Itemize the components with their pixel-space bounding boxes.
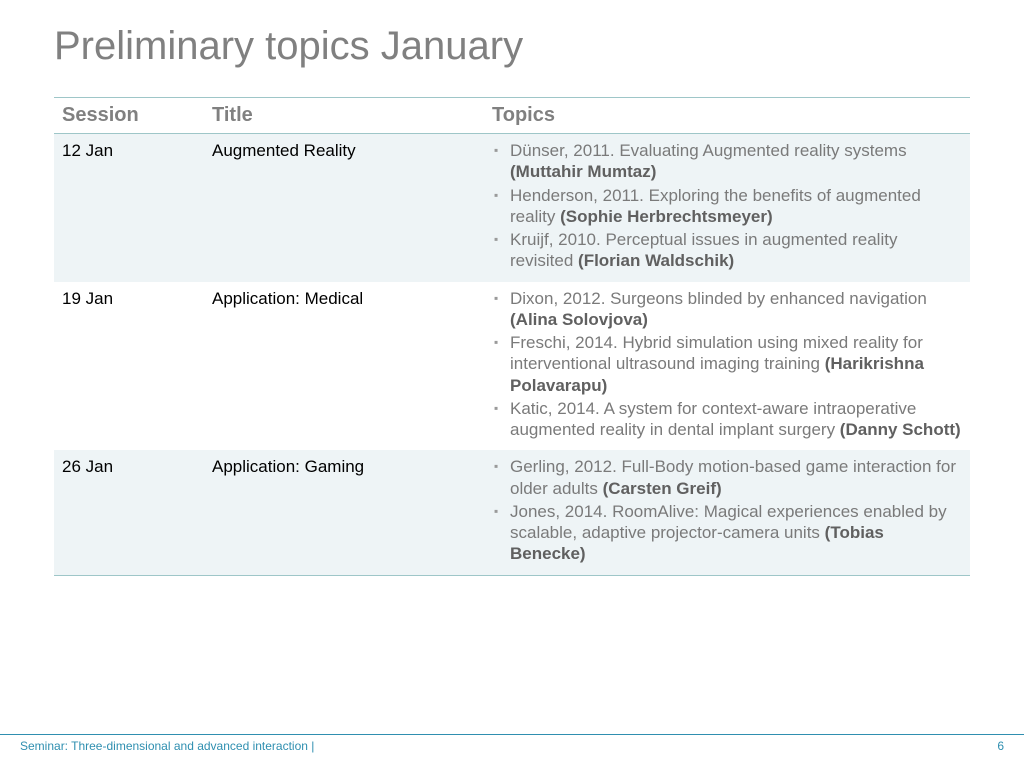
col-session: Session bbox=[54, 98, 204, 134]
col-topics: Topics bbox=[484, 98, 970, 134]
cell-session: 26 Jan bbox=[54, 450, 204, 575]
table-row: 12 JanAugmented Reality Dünser, 2011. Eva… bbox=[54, 134, 970, 282]
col-title: Title bbox=[204, 98, 484, 134]
table-row: 19 JanApplication: Medical Dixon, 2012. S… bbox=[54, 282, 970, 451]
topic-presenter: (Sophie Herbrechtsmeyer) bbox=[560, 207, 773, 226]
topic-presenter: (Alina Solovjova) bbox=[510, 310, 648, 329]
page-number: 6 bbox=[997, 739, 1004, 753]
schedule-table: Session Title Topics 12 JanAugmented Rea… bbox=[54, 97, 970, 576]
cell-title: Augmented Reality bbox=[204, 134, 484, 282]
slide-footer: Seminar: Three-dimensional and advanced … bbox=[0, 734, 1024, 756]
cell-title: Application: Medical bbox=[204, 282, 484, 451]
cell-title: Application: Gaming bbox=[204, 450, 484, 575]
topic-item: Freschi, 2014. Hybrid simulation using m… bbox=[492, 332, 962, 396]
table-header-row: Session Title Topics bbox=[54, 98, 970, 134]
table-row: 26 JanApplication: Gaming Gerling, 2012. … bbox=[54, 450, 970, 575]
topic-text: Gerling, 2012. Full-Body motion-based ga… bbox=[510, 457, 956, 497]
topic-item: Jones, 2014. RoomAlive: Magical experien… bbox=[492, 501, 962, 565]
topic-text: Dünser, 2011. Evaluating Augmented reali… bbox=[510, 141, 907, 160]
footer-text: Seminar: Three-dimensional and advanced … bbox=[20, 739, 314, 753]
topic-item: Kruijf, 2010. Perceptual issues in augme… bbox=[492, 229, 962, 272]
topic-text: Dixon, 2012. Surgeons blinded by enhance… bbox=[510, 289, 927, 308]
topic-item: Katic, 2014. A system for context-aware … bbox=[492, 398, 962, 441]
page-title: Preliminary topics January bbox=[54, 24, 970, 69]
cell-session: 19 Jan bbox=[54, 282, 204, 451]
topic-presenter: (Florian Waldschik) bbox=[578, 251, 734, 270]
topic-presenter: (Danny Schott) bbox=[840, 420, 961, 439]
cell-topics: Dünser, 2011. Evaluating Augmented reali… bbox=[484, 134, 970, 282]
topic-presenter: (Carsten Greif) bbox=[603, 479, 722, 498]
topic-presenter: (Muttahir Mumtaz) bbox=[510, 162, 656, 181]
topic-item: Gerling, 2012. Full-Body motion-based ga… bbox=[492, 456, 962, 499]
slide: Preliminary topics January Session Title… bbox=[0, 0, 1024, 768]
topic-item: Henderson, 2011. Exploring the benefits … bbox=[492, 185, 962, 228]
topic-item: Dixon, 2012. Surgeons blinded by enhance… bbox=[492, 288, 962, 331]
topics-list: Dünser, 2011. Evaluating Augmented reali… bbox=[492, 140, 962, 272]
cell-session: 12 Jan bbox=[54, 134, 204, 282]
topic-item: Dünser, 2011. Evaluating Augmented reali… bbox=[492, 140, 962, 183]
topics-list: Dixon, 2012. Surgeons blinded by enhance… bbox=[492, 288, 962, 441]
cell-topics: Dixon, 2012. Surgeons blinded by enhance… bbox=[484, 282, 970, 451]
topics-list: Gerling, 2012. Full-Body motion-based ga… bbox=[492, 456, 962, 564]
cell-topics: Gerling, 2012. Full-Body motion-based ga… bbox=[484, 450, 970, 575]
